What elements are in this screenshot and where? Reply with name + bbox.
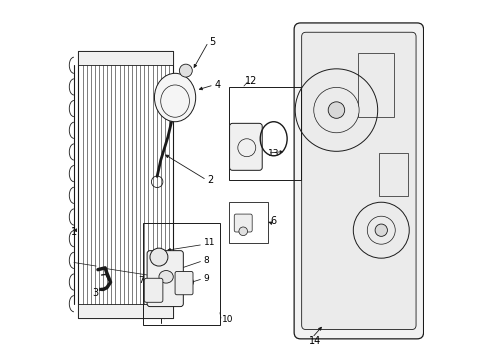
Bar [78,51,173,65]
Text: 11: 11 [204,238,215,247]
Text: 14: 14 [309,336,321,346]
Circle shape [314,87,359,133]
FancyBboxPatch shape [294,23,423,339]
Text: 6: 6 [270,216,276,226]
Circle shape [375,224,388,237]
Bar [143,223,220,325]
Text: 3: 3 [93,288,98,298]
Text: 8: 8 [204,256,210,265]
Bar [358,53,394,117]
Text: 1: 1 [71,227,76,237]
FancyBboxPatch shape [234,214,252,232]
Bar [379,153,408,196]
Text: 13: 13 [269,149,280,158]
Circle shape [328,102,344,118]
Circle shape [368,216,395,244]
FancyBboxPatch shape [175,271,193,295]
Text: 5: 5 [209,37,216,47]
Text: 4: 4 [215,80,220,90]
Circle shape [179,64,192,77]
Circle shape [150,248,168,266]
Text: 12: 12 [245,76,257,86]
Circle shape [239,227,247,235]
Bar [229,202,269,243]
FancyBboxPatch shape [144,278,163,302]
Text: 7: 7 [138,276,144,285]
Text: 2: 2 [207,175,214,185]
Text: 9: 9 [204,274,210,283]
Bar [229,87,300,180]
FancyBboxPatch shape [302,32,416,329]
Ellipse shape [159,271,173,283]
FancyBboxPatch shape [230,123,262,170]
Bar [78,304,173,318]
FancyBboxPatch shape [147,251,183,307]
Text: 10: 10 [221,315,233,324]
Bar [78,51,173,318]
Ellipse shape [154,73,196,122]
